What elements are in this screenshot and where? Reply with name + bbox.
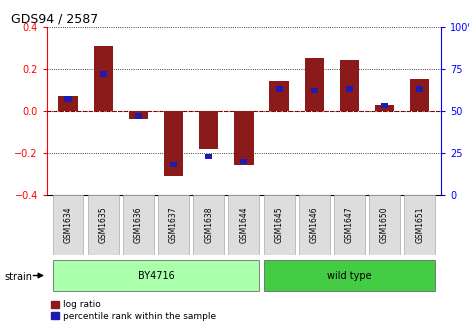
FancyBboxPatch shape bbox=[123, 196, 154, 255]
Text: GSM1650: GSM1650 bbox=[380, 207, 389, 244]
Bar bbox=[170, 162, 177, 167]
Bar bbox=[240, 159, 247, 164]
Bar bbox=[346, 86, 353, 92]
Bar bbox=[275, 86, 282, 92]
FancyBboxPatch shape bbox=[334, 196, 365, 255]
Bar bbox=[375, 104, 394, 111]
Text: GSM1646: GSM1646 bbox=[310, 207, 319, 244]
Text: wild type: wild type bbox=[327, 270, 372, 281]
Bar bbox=[410, 79, 430, 111]
Text: GSM1635: GSM1635 bbox=[98, 207, 108, 244]
Text: GSM1636: GSM1636 bbox=[134, 207, 143, 244]
Legend: log ratio, percentile rank within the sample: log ratio, percentile rank within the sa… bbox=[52, 300, 216, 321]
Bar bbox=[340, 60, 359, 111]
FancyBboxPatch shape bbox=[53, 196, 83, 255]
Bar bbox=[199, 111, 219, 149]
Bar bbox=[381, 103, 388, 109]
Bar bbox=[129, 111, 148, 119]
Bar bbox=[205, 154, 212, 159]
Bar bbox=[234, 111, 254, 166]
FancyBboxPatch shape bbox=[369, 196, 400, 255]
FancyBboxPatch shape bbox=[264, 196, 295, 255]
Bar bbox=[93, 46, 113, 111]
Text: GSM1637: GSM1637 bbox=[169, 207, 178, 244]
FancyBboxPatch shape bbox=[264, 260, 435, 291]
Bar bbox=[269, 82, 289, 111]
Text: GSM1644: GSM1644 bbox=[239, 207, 249, 244]
FancyBboxPatch shape bbox=[404, 196, 435, 255]
Text: BY4716: BY4716 bbox=[137, 270, 174, 281]
Text: GSM1645: GSM1645 bbox=[274, 207, 284, 244]
FancyBboxPatch shape bbox=[299, 196, 330, 255]
Text: GSM1647: GSM1647 bbox=[345, 207, 354, 244]
Text: GSM1634: GSM1634 bbox=[63, 207, 73, 244]
Text: GSM1638: GSM1638 bbox=[204, 207, 213, 243]
Bar bbox=[64, 96, 71, 102]
FancyBboxPatch shape bbox=[53, 260, 259, 291]
Bar bbox=[310, 88, 318, 93]
Bar bbox=[416, 86, 423, 92]
FancyBboxPatch shape bbox=[193, 196, 224, 255]
Bar bbox=[164, 111, 183, 176]
Bar bbox=[99, 71, 106, 77]
FancyBboxPatch shape bbox=[228, 196, 259, 255]
Bar bbox=[304, 58, 324, 111]
Bar bbox=[135, 113, 142, 119]
Text: GDS94 / 2587: GDS94 / 2587 bbox=[11, 13, 98, 26]
Bar bbox=[58, 96, 78, 111]
Text: strain: strain bbox=[5, 272, 33, 282]
FancyBboxPatch shape bbox=[158, 196, 189, 255]
FancyBboxPatch shape bbox=[88, 196, 119, 255]
Text: GSM1651: GSM1651 bbox=[415, 207, 424, 243]
